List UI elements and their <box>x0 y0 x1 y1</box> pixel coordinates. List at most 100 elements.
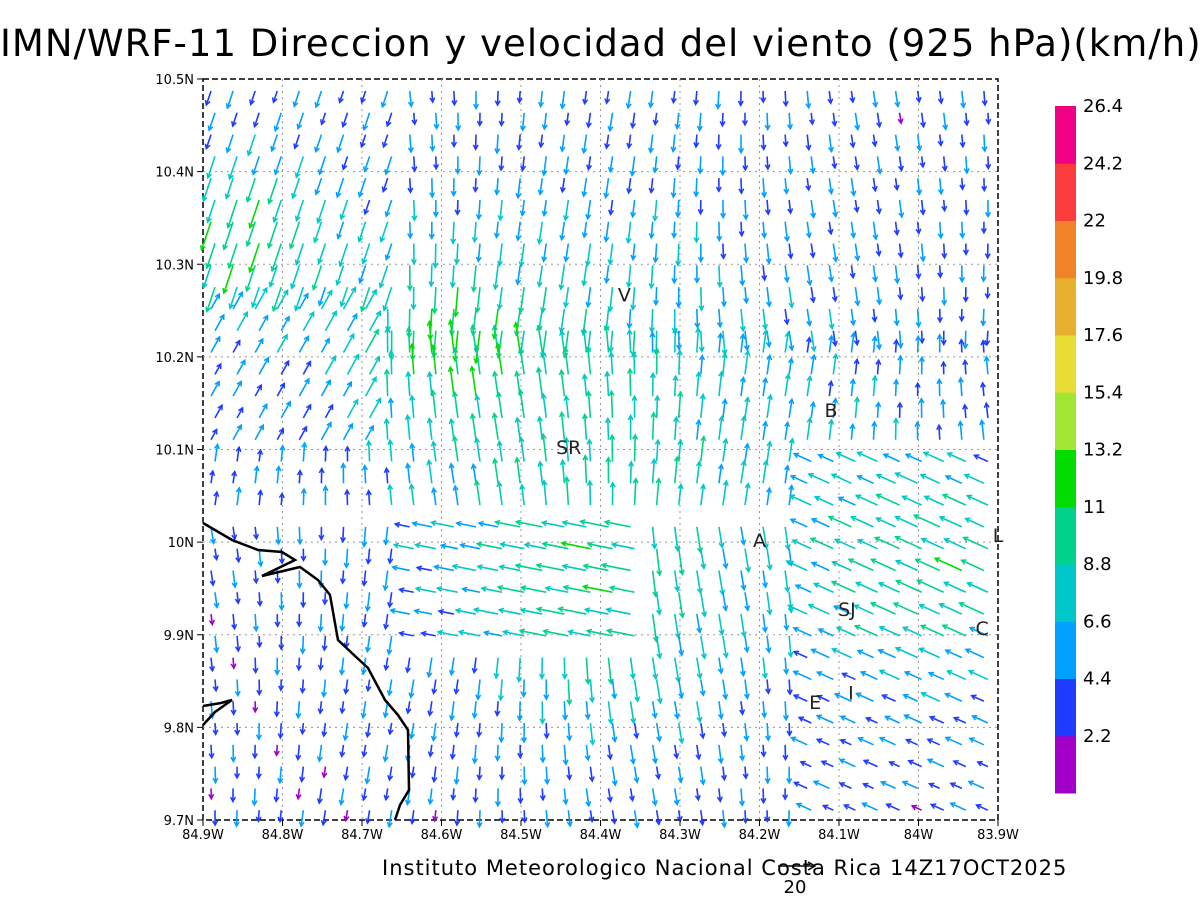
wind-vector <box>783 265 790 284</box>
wind-vector <box>721 722 728 738</box>
wind-vector <box>630 243 637 262</box>
wind-vector <box>560 540 591 550</box>
wind-vector <box>361 613 368 628</box>
wind-vector <box>387 483 394 506</box>
wind-vector <box>809 537 834 550</box>
wind-vector <box>278 491 285 506</box>
wind-vector <box>605 456 612 484</box>
wind-vector <box>720 243 727 260</box>
wind-vector <box>744 396 751 419</box>
wind-vector <box>300 548 307 563</box>
wind-vector <box>677 390 684 418</box>
wind-vector <box>539 701 546 725</box>
wind-vector <box>651 657 659 681</box>
wind-vector <box>252 112 260 129</box>
wind-vector <box>893 338 900 353</box>
wind-vector <box>897 156 905 173</box>
wind-vector <box>937 90 944 105</box>
wind-vector <box>980 221 987 235</box>
wind-vector <box>563 436 570 462</box>
wind-vector <box>700 434 707 462</box>
wind-vector <box>519 199 526 217</box>
wind-vector <box>810 561 830 572</box>
wind-vector <box>454 156 461 175</box>
wind-vector <box>871 374 878 397</box>
wind-vector <box>903 714 922 724</box>
wind-vector <box>364 328 379 353</box>
wind-vector <box>674 112 681 131</box>
wind-vector <box>894 559 918 572</box>
wind-vector <box>871 308 878 323</box>
wind-vector <box>764 156 771 171</box>
wind-vector <box>721 330 728 356</box>
wind-vector <box>920 691 941 702</box>
wind-vector <box>831 330 838 348</box>
wind-vector <box>783 613 790 632</box>
wind-vector <box>276 427 285 441</box>
wind-vector <box>839 738 852 746</box>
wind-vector <box>805 178 812 192</box>
wind-vector <box>231 613 238 631</box>
wind-vector <box>940 360 947 375</box>
wind-vector <box>742 156 749 172</box>
wind-vector <box>962 403 969 418</box>
wind-vector <box>318 526 325 542</box>
reference-vector: 20 <box>778 861 817 898</box>
wind-vector <box>671 265 678 285</box>
y-tick-label: 9.9N <box>164 629 194 644</box>
wind-vector <box>944 649 963 659</box>
wind-vector <box>408 679 415 699</box>
wind-vector <box>647 90 655 109</box>
wind-vector <box>788 494 812 506</box>
wind-vector <box>501 629 525 637</box>
wind-vector <box>625 265 632 289</box>
wind-vector <box>296 469 303 484</box>
wind-vector <box>494 178 501 196</box>
wind-vector <box>245 221 256 248</box>
wind-vector <box>792 781 808 790</box>
wind-vector <box>448 701 455 722</box>
city-label: SR <box>556 437 581 459</box>
wind-vector <box>290 265 301 290</box>
wind-vector <box>919 199 926 216</box>
wind-vector <box>209 526 216 545</box>
wind-vector <box>491 324 499 353</box>
wind-vector <box>699 722 706 740</box>
wind-vector <box>280 315 290 332</box>
wind-vector <box>792 650 808 659</box>
wind-vector <box>563 287 570 309</box>
wind-vector <box>766 393 773 419</box>
wind-vector <box>762 308 769 331</box>
wind-vector <box>496 439 503 462</box>
wind-vector <box>273 788 280 803</box>
wind-vector <box>856 451 878 463</box>
wind-vector <box>783 657 790 676</box>
wind-vector <box>984 199 992 219</box>
wind-vector <box>919 156 926 169</box>
wind-vector <box>498 156 505 172</box>
wind-vector <box>919 473 941 485</box>
wind-vector <box>832 397 839 419</box>
wind-vector <box>920 112 927 129</box>
wind-vector <box>538 90 545 109</box>
colorbar-label: 15.4 <box>1083 382 1123 403</box>
wind-vector <box>722 592 729 612</box>
wind-vector <box>980 265 987 283</box>
wind-vector <box>364 722 372 739</box>
wind-vector <box>673 455 680 484</box>
wind-vector <box>584 744 591 762</box>
wind-vector <box>915 308 922 329</box>
wind-vector <box>536 221 544 245</box>
wind-vector <box>437 608 455 615</box>
wind-vector <box>655 477 662 506</box>
wind-vector <box>411 112 418 126</box>
wind-vector <box>673 744 680 760</box>
wind-vector <box>361 744 368 758</box>
wind-vector <box>805 134 812 152</box>
wind-vector <box>984 287 991 300</box>
wind-vector <box>472 607 499 615</box>
wind-vector <box>562 199 570 222</box>
wind-vector <box>959 221 966 240</box>
wind-vector <box>585 346 592 375</box>
wind-vector <box>937 134 944 148</box>
